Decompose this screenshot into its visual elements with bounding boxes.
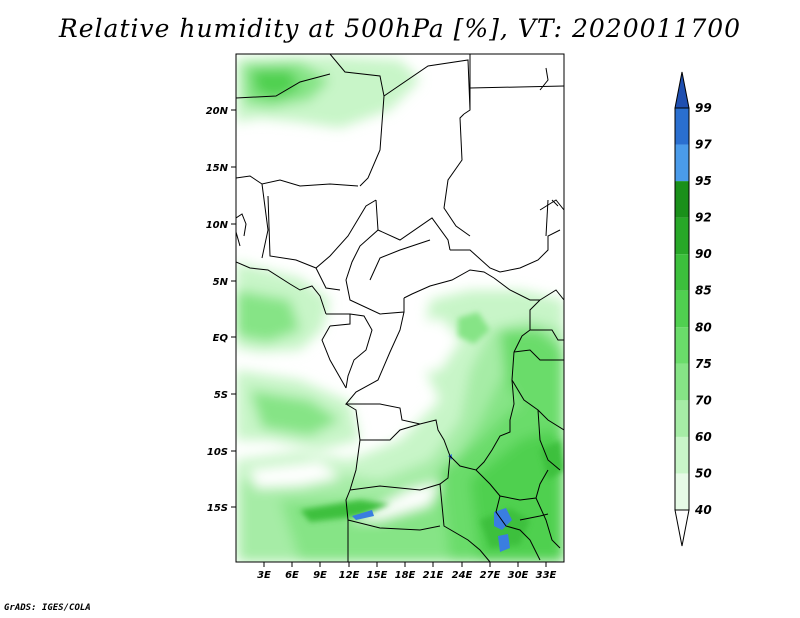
colorbar-segment: [675, 144, 689, 182]
colorbar: 40 50 60 70 75 80 85 90 92 95 97 99: [674, 71, 712, 547]
colorbar-segment: [675, 363, 689, 401]
colorbar-segment: [675, 473, 689, 510]
lat-tick-label: 15N: [206, 163, 229, 174]
lon-tick-label: 24E: [452, 570, 473, 581]
lon-tick-label: 21E: [423, 570, 444, 581]
lon-axis: 3E 6E 9E 12E 15E 18E 21E 24E 27E 30E 33E: [257, 562, 557, 581]
chart-title: Relative humidity at 500hPa [%], VT: 202…: [58, 14, 742, 43]
colorbar-segment: [675, 400, 689, 437]
colorbar-label: 95: [695, 174, 712, 188]
colorbar-upper-arrow: [674, 71, 690, 109]
colorbar-segment: [675, 327, 689, 364]
lat-tick-label: 10S: [207, 447, 228, 458]
colorbar-segment: [675, 181, 689, 218]
lat-tick-label: 5N: [213, 277, 229, 288]
lon-tick-label: 9E: [313, 570, 327, 581]
humidity-field: [236, 56, 564, 562]
colorbar-segment: [675, 217, 689, 255]
colorbar-segment: [675, 290, 689, 328]
colorbar-label: 75: [695, 357, 712, 371]
blue-streak: [352, 510, 374, 520]
lake-cabora: [498, 534, 510, 552]
lon-tick-label: 18E: [395, 570, 416, 581]
lat-tick-label: 5S: [214, 390, 228, 401]
colorbar-label: 92: [695, 211, 712, 225]
lat-tick-label: 10N: [206, 220, 229, 231]
lon-tick-label: 33E: [536, 570, 557, 581]
colorbar-label: 80: [695, 320, 712, 334]
colorbar-label: 97: [695, 138, 712, 152]
lat-tick-label: 20N: [206, 106, 229, 117]
lon-tick-label: 27E: [480, 570, 501, 581]
lon-tick-label: 15E: [367, 570, 388, 581]
lon-tick-label: 3E: [257, 570, 271, 581]
colorbar-label: 50: [695, 466, 712, 480]
map-frame: [235, 53, 565, 563]
lat-axis: 20N 15N 10N 5N EQ 5S 10S 15S: [206, 106, 236, 514]
colorbar-label: 60: [695, 430, 712, 444]
colorbar-segment: [675, 436, 689, 474]
lat-tick-label: EQ: [213, 333, 229, 344]
colorbar-segment: [675, 108, 689, 145]
lake-malawi: [494, 508, 512, 530]
colorbar-outline: [674, 107, 690, 511]
colorbar-label: 85: [695, 284, 712, 298]
colorbar-label: 99: [695, 101, 712, 115]
lat-tick-label: 15S: [207, 503, 228, 514]
footer-credit: GrADS: IGES/COLA: [4, 603, 91, 613]
lon-tick-label: 30E: [508, 570, 529, 581]
colorbar-label: 90: [695, 247, 712, 261]
colorbar-label: 40: [694, 503, 712, 517]
colorbar-lower-arrow: [674, 509, 690, 547]
colorbar-segment: [675, 254, 689, 291]
lon-tick-label: 12E: [339, 570, 360, 581]
lon-tick-label: 6E: [285, 570, 299, 581]
colorbar-label: 70: [695, 393, 712, 407]
country-borders: [236, 54, 564, 562]
